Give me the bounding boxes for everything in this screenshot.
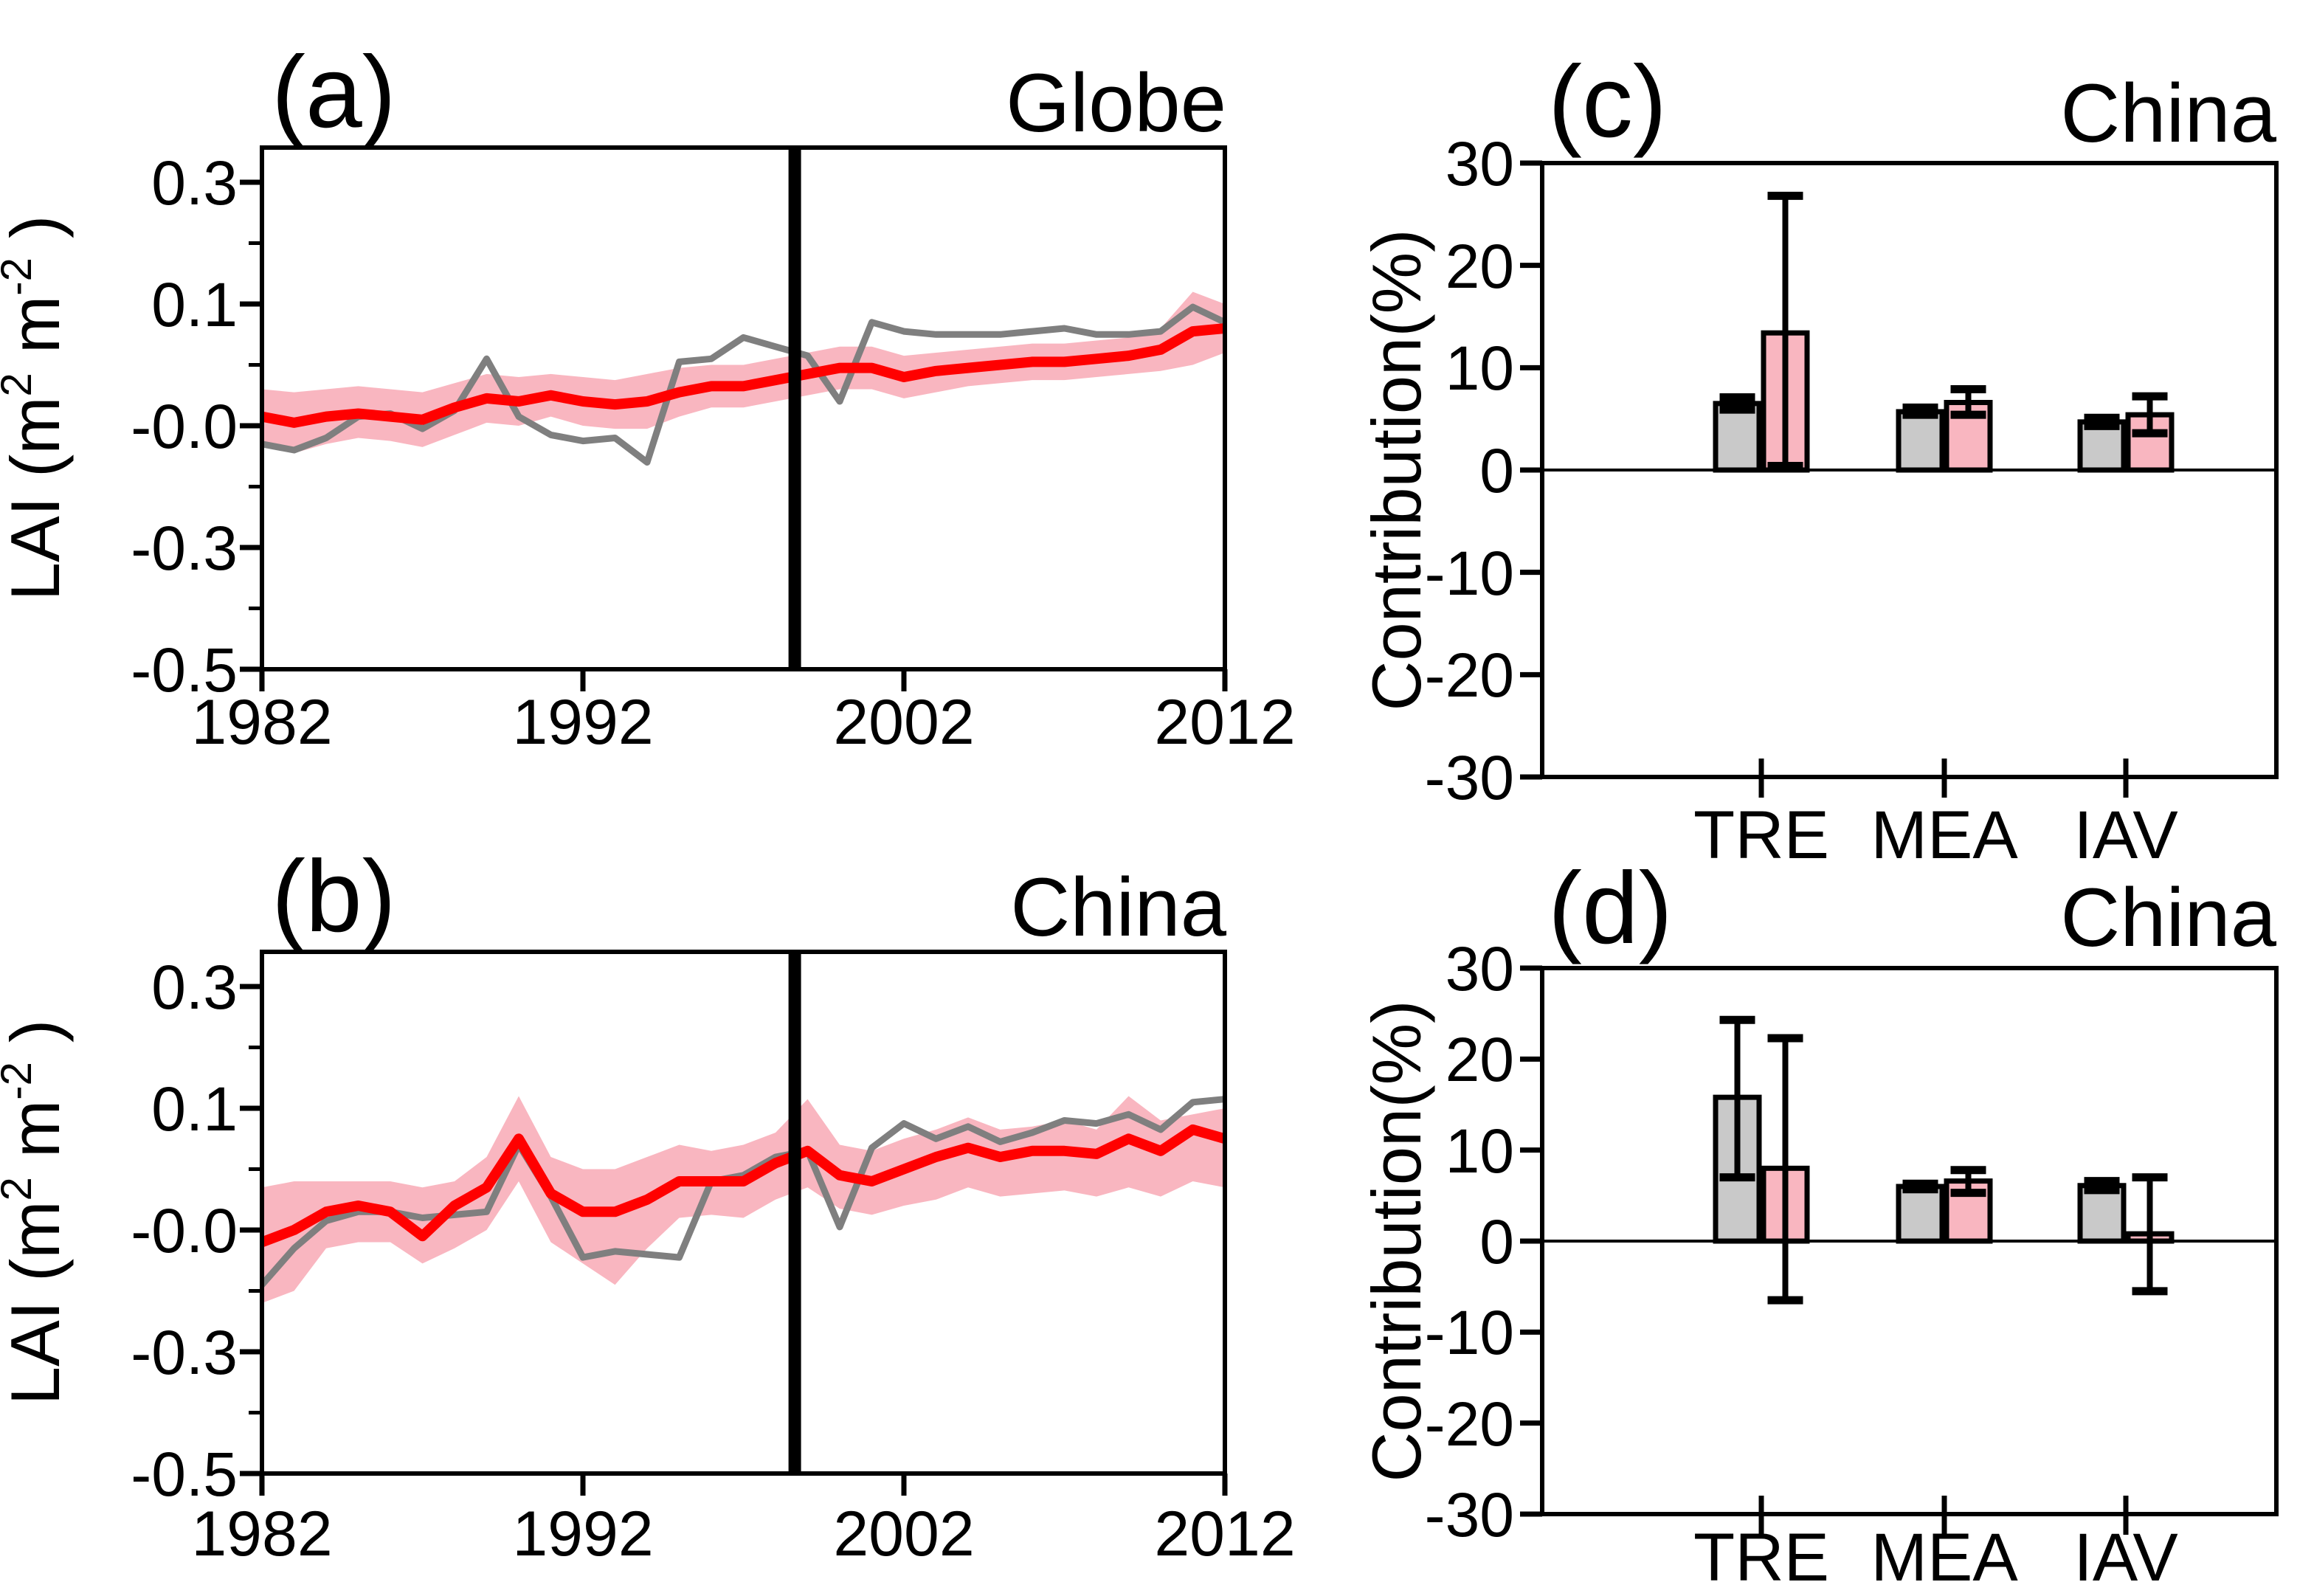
panel-a-xtick-3: 2012 (1154, 687, 1295, 758)
panel-b-xtick-3: 2012 (1154, 1499, 1295, 1569)
panel-c: (c) China 30 20 10 0 -10 -20 -30 TRE MEA… (1358, 45, 2279, 873)
panel-c-gray-bar-MEA (1896, 409, 1945, 473)
panel-d-letter: (d) (1548, 851, 1673, 965)
panel-b-xtick-1: 1992 (512, 1499, 653, 1569)
panel-c-letter: (c) (1548, 45, 1667, 159)
panel-b: (b) China 0.3 0.1 -0.0 -0.3 -0.5 1982 19… (0, 840, 1296, 1569)
panel-c-ytick-4: -10 (1425, 539, 1514, 608)
panel-a: (a) Globe 0.3 0.1 -0.0 -0.3 -0.5 1982 19… (0, 35, 1296, 758)
panel-d-category-IAV: IAV (2073, 1520, 2177, 1595)
panel-a-xtick-2: 2002 (833, 687, 974, 758)
panel-a-red-line (262, 323, 1225, 428)
panel-b-xtick-0: 1982 (191, 1499, 332, 1569)
panel-c-ytick-3: 0 (1479, 436, 1514, 505)
panel-b-ytick-4: -0.5 (131, 1440, 238, 1509)
panel-a-plot-box (260, 145, 1227, 671)
panel-b-region-title: China (1010, 861, 1226, 953)
panel-b-uncertainty-band (262, 1096, 1225, 1303)
panel-c-ytick-0: 30 (1446, 129, 1514, 198)
panel-c-ytick-1: 20 (1446, 232, 1514, 301)
panel-a-ytick-0: 0.3 (151, 148, 238, 218)
panel-a-series-group (262, 291, 1225, 466)
panel-a-ytick-3: -0.3 (131, 514, 238, 583)
panel-a-xtick-1: 1992 (512, 687, 653, 758)
panel-c-ylabel: Contribution(%) (1358, 229, 1435, 711)
panel-b-xtick-2: 2002 (833, 1499, 974, 1569)
panel-d-ytick-2: 10 (1446, 1116, 1514, 1186)
panel-d-region-title: China (2060, 871, 2276, 964)
panel-d-ytick-1: 20 (1446, 1025, 1514, 1094)
panel-a-xtick-0: 1982 (191, 687, 332, 758)
panel-d-gray-bar-MEA (1896, 1184, 1945, 1244)
panel-b-gray-line (262, 1096, 1225, 1288)
panel-d-ytick-0: 30 (1446, 934, 1514, 1003)
panel-d-plot (1520, 965, 2279, 1535)
panel-d-ytick-3: 0 (1479, 1207, 1514, 1277)
panel-d-ylabel: Contribution(%) (1358, 1000, 1435, 1482)
panel-c-category-MEA: MEA (1871, 798, 2018, 873)
panel-c-ytick-6: -30 (1425, 743, 1514, 812)
panel-b-series-group (262, 1096, 1225, 1303)
panel-a-plot (240, 145, 1228, 691)
panel-c-ytick-5: -20 (1425, 640, 1514, 710)
panel-b-plot-box (260, 950, 1227, 1476)
panel-b-ytick-3: -0.3 (131, 1318, 238, 1387)
panel-c-region-title: China (2060, 67, 2276, 159)
panel-a-uncertainty-band (262, 291, 1225, 454)
panel-c-category-IAV: IAV (2073, 798, 2177, 873)
panel-b-red-line (262, 1124, 1225, 1248)
panel-a-gray-line (262, 303, 1225, 466)
panel-b-ytick-2: -0.0 (131, 1196, 238, 1265)
panel-a-ytick-2: -0.0 (131, 392, 238, 461)
panel-b-ytick-0: 0.3 (151, 953, 238, 1022)
panel-d-category-MEA: MEA (1871, 1520, 2018, 1595)
panel-b-letter: (b) (272, 840, 396, 953)
panel-d-ytick-5: -20 (1425, 1389, 1514, 1459)
panel-d-ytick-4: -10 (1425, 1298, 1514, 1367)
panel-c-plot (1520, 160, 2279, 798)
panel-c-category-TRE: TRE (1693, 798, 1829, 873)
panel-a-ytick-1: 0.1 (151, 270, 238, 339)
panel-d-category-TRE: TRE (1693, 1520, 1829, 1595)
panel-d: (d) China 30 20 10 0 -10 -20 -30 TRE MEA… (1358, 851, 2279, 1595)
panel-b-ytick-1: 0.1 (151, 1074, 238, 1144)
panel-c-gray-bar-TRE (1713, 401, 1762, 473)
panel-a-ytick-4: -0.5 (131, 635, 238, 705)
panel-c-ytick-2: 10 (1446, 334, 1514, 403)
panel-a-ylabel: LAI (m2 m-2 ) (0, 215, 74, 601)
panel-a-letter: (a) (272, 35, 396, 149)
panel-a-region-title: Globe (1006, 57, 1226, 149)
panel-b-ylabel: LAI (m2 m-2 ) (0, 1020, 74, 1406)
panel-b-plot (240, 950, 1228, 1496)
panel-d-ytick-6: -30 (1425, 1480, 1514, 1550)
